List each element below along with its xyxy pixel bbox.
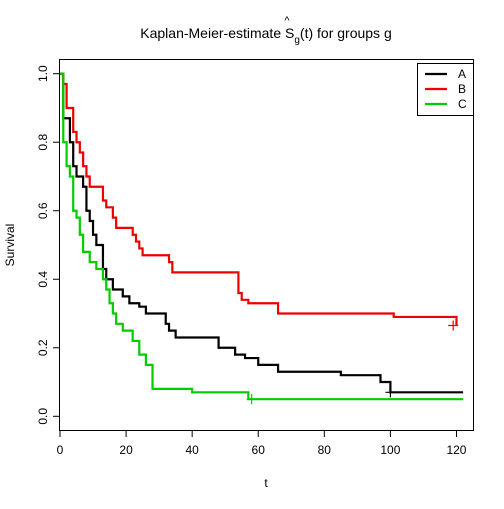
title-subscript: g — [294, 35, 300, 46]
y-tick-label: 0.0 — [36, 408, 50, 425]
series-line-A — [60, 72, 464, 394]
y-tick-label: 0.4 — [36, 271, 50, 288]
title-symbol: S — [285, 25, 294, 41]
x-tick-label: 60 — [252, 443, 266, 457]
legend-label-B: B — [458, 82, 466, 96]
x-tick-label: 20 — [119, 443, 133, 457]
y-axis-label: Survival — [3, 224, 17, 267]
y-tick-label: 0.8 — [36, 134, 50, 151]
censor-mark-B — [448, 320, 459, 331]
series-line-B — [60, 72, 458, 326]
chart-title: Kaplan-Meier-estimate Sg(t) for groups g — [140, 25, 391, 46]
x-tick-label: 100 — [380, 443, 400, 457]
axes: 0 20 40 60 80 100 120 0.0 0.2 0.4 0.6 0.8 1.0 — [36, 65, 467, 457]
series-layer — [60, 72, 464, 405]
y-tick-label: 1.0 — [36, 65, 50, 82]
x-tick-label: 120 — [446, 443, 466, 457]
legend-label-A: A — [458, 67, 466, 81]
series-line-C — [60, 72, 464, 401]
legend-label-C: C — [458, 97, 467, 111]
title-hat: ^ — [284, 15, 290, 27]
y-tick-label: 0.6 — [36, 202, 50, 219]
x-tick-label: 80 — [318, 443, 332, 457]
title-prefix: Kaplan-Meier-estimate — [140, 25, 285, 41]
title-arg: (t) — [300, 25, 313, 41]
plot-frame — [59, 59, 474, 431]
title-suffix: for groups g — [313, 25, 392, 41]
x-axis-label: t — [264, 476, 268, 490]
x-tick-label: 0 — [57, 443, 64, 457]
x-tick-label: 40 — [185, 443, 199, 457]
censor-mark-C — [246, 394, 257, 405]
censor-mark-A — [385, 387, 396, 398]
y-tick-label: 0.2 — [36, 339, 50, 356]
legend: ABC — [417, 63, 474, 116]
